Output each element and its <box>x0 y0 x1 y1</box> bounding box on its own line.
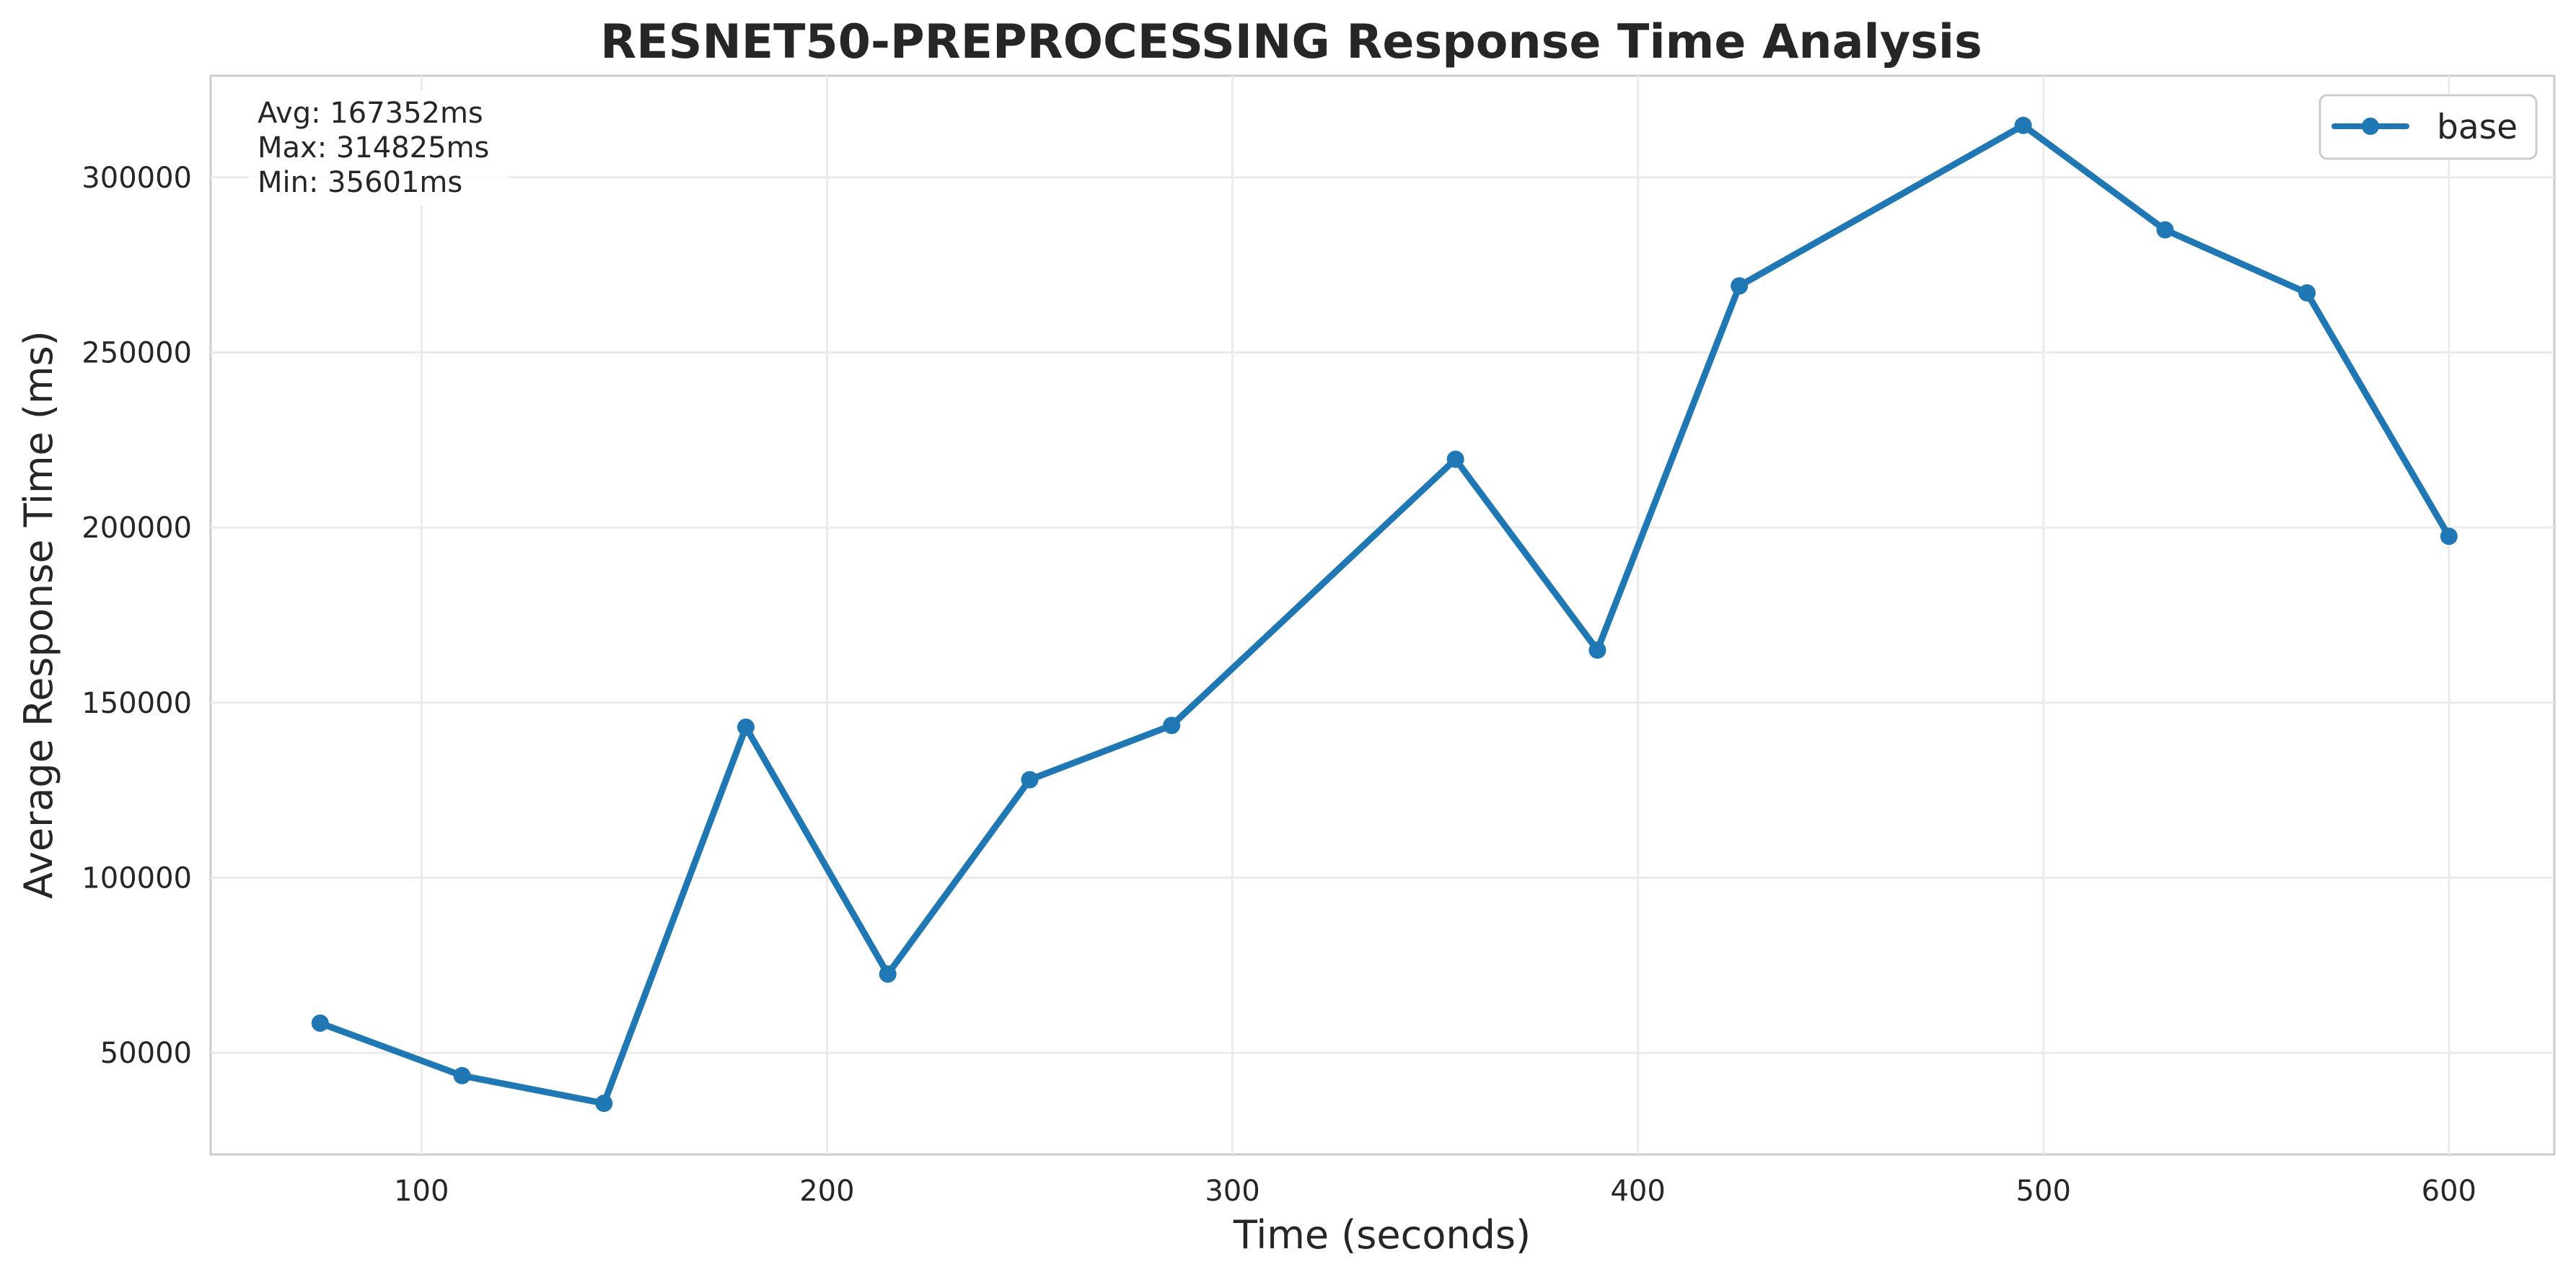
legend-box <box>2318 94 2538 160</box>
stats-max: Max: 314825ms <box>258 131 489 165</box>
x-tick-label: 300 <box>1205 1175 1260 1208</box>
stats-avg: Avg: 167352ms <box>258 97 483 130</box>
legend-marker-swatch <box>2362 118 2379 135</box>
data-point <box>311 1014 329 1032</box>
legend-label-base: base <box>2437 108 2518 147</box>
x-tick-label: 600 <box>2422 1175 2476 1208</box>
data-point <box>1163 716 1181 735</box>
x-tick-label: 500 <box>2016 1175 2071 1208</box>
x-tick-label: 200 <box>799 1175 854 1208</box>
data-point <box>737 718 755 736</box>
legend: base <box>2318 94 2538 160</box>
x-tick-label: 400 <box>1610 1175 1665 1208</box>
x-tick-labels: 100 200 300 400 500 600 <box>394 1175 2476 1208</box>
x-tick-label: 100 <box>394 1175 449 1208</box>
stats-min: Min: 35601ms <box>258 166 462 199</box>
data-point <box>595 1095 613 1113</box>
y-axis-label: Average Response Time (ms) <box>16 330 61 899</box>
plot-frame <box>209 74 2556 1156</box>
series-group <box>311 116 2458 1113</box>
data-point <box>2014 116 2032 134</box>
y-tick-labels: 50000 100000 150000 200000 250000 300000 <box>82 162 192 1070</box>
y-tick-label: 150000 <box>82 687 192 720</box>
y-tick-label: 100000 <box>82 862 192 895</box>
chart-title: RESNET50-PREPROCESSING Response Time Ana… <box>600 15 1982 69</box>
data-point <box>2156 221 2174 239</box>
data-point <box>1446 450 1464 468</box>
y-tick-label: 200000 <box>82 512 192 545</box>
series-line-base <box>317 122 2453 1107</box>
y-tick-label: 300000 <box>82 162 192 195</box>
x-axis-label: Time (seconds) <box>1233 1212 1531 1258</box>
stats-box: Avg: 167352ms Max: 314825ms Min: 35601ms <box>249 90 509 206</box>
data-point <box>2440 527 2458 545</box>
data-point <box>453 1066 471 1084</box>
data-point <box>879 965 897 983</box>
data-point <box>1021 771 1039 789</box>
data-point <box>1731 277 1749 295</box>
data-point <box>1588 641 1606 659</box>
y-tick-label: 50000 <box>100 1037 192 1070</box>
y-tick-label: 250000 <box>82 336 192 369</box>
data-point <box>2298 284 2316 302</box>
y-gridlines <box>211 176 2554 1054</box>
x-gridlines <box>420 76 2450 1154</box>
